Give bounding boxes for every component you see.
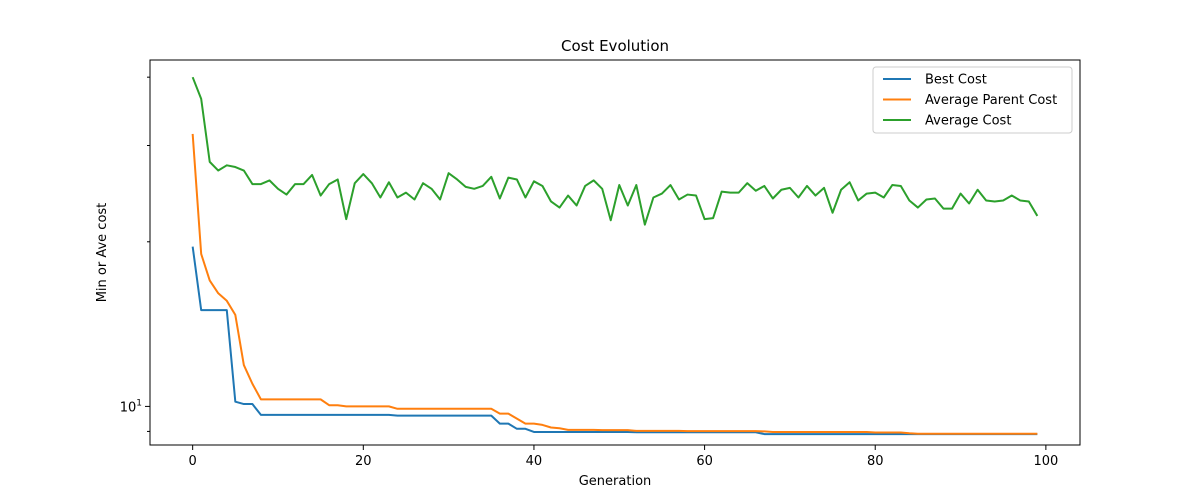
legend: Best Cost Average Parent Cost Average Cost: [872, 66, 1073, 134]
y-axis-label: Min or Ave cost: [95, 203, 110, 303]
legend-entry-label: Best Cost: [925, 73, 987, 88]
average-parent-cost-line: [191, 133, 1038, 435]
chart-title: Cost Evolution: [561, 37, 669, 55]
series-lines: [191, 76, 1039, 436]
x-tick-label: 100: [1033, 454, 1058, 469]
y-tick-label: 101: [120, 398, 142, 415]
x-tick-label: 40: [526, 454, 543, 469]
x-axis-ticks: 0 20 40 60 80 100: [189, 445, 1058, 469]
plot-area: [149, 59, 1081, 446]
best-cost-line: [191, 246, 1038, 436]
plot-frame: [149, 59, 1081, 446]
x-tick-label: 80: [867, 454, 884, 469]
x-tick-label: 60: [696, 454, 713, 469]
x-tick-label: 20: [355, 454, 372, 469]
legend-entry-label: Average Parent Cost: [925, 93, 1057, 108]
legend-box: [872, 66, 1073, 134]
x-axis-label: Generation: [579, 474, 652, 489]
x-tick-label: 0: [189, 454, 197, 469]
average-cost-line: [191, 76, 1039, 226]
y-axis-ticks: 101: [120, 76, 150, 432]
legend-entry-label: Average Cost: [925, 114, 1011, 129]
